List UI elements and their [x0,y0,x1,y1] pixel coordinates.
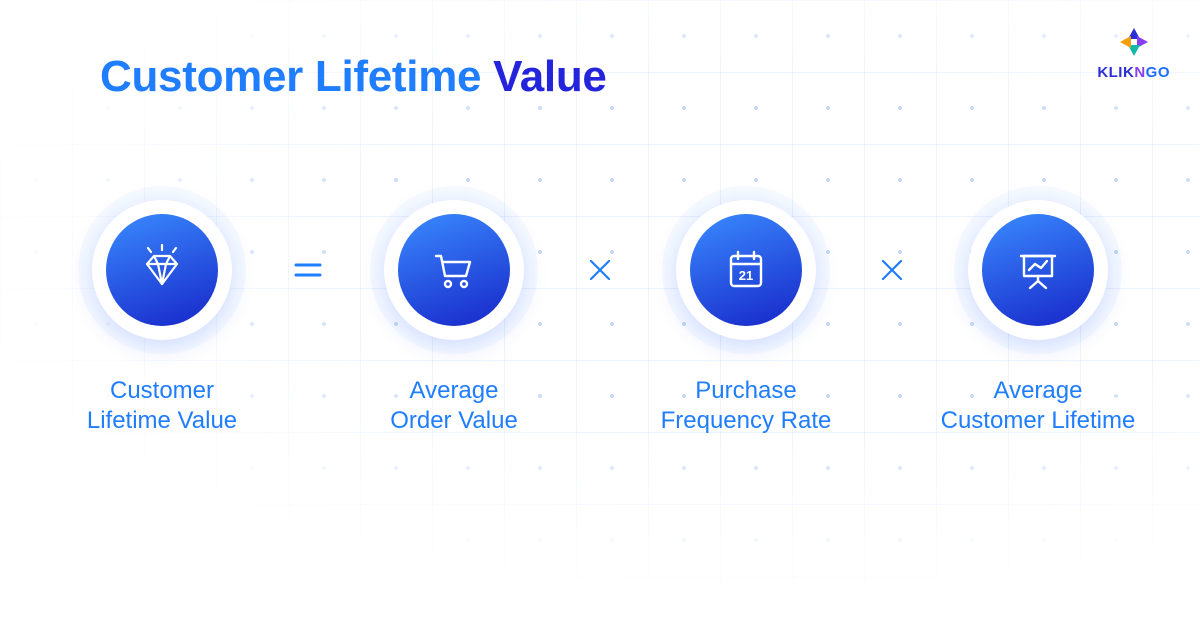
label-pfr: Purchase Frequency Rate [661,376,832,436]
label-clv: Customer Lifetime Value [87,376,237,436]
diamond-icon [134,242,190,298]
badge-aov [398,214,510,326]
operator-equals [288,200,328,340]
term-clv: Customer Lifetime Value [62,200,262,436]
brand-logo: KLIKNGO [1097,22,1170,81]
label-aov: Average Order Value [390,376,518,436]
badge-ring [384,200,524,340]
page-title: Customer Lifetime Value [100,52,607,102]
badge-ring [968,200,1108,340]
badge-clv [106,214,218,326]
term-acl: Average Customer Lifetime [938,200,1138,436]
calendar-number: 21 [739,268,753,283]
badge-ring [92,200,232,340]
multiply-icon [586,256,614,284]
cart-icon [426,242,482,298]
operator-times-1 [580,200,620,340]
label-acl: Average Customer Lifetime [941,376,1136,436]
presentation-chart-icon [1010,242,1066,298]
term-aov: Average Order Value [354,200,554,436]
title-part2: Value [493,52,606,101]
badge-pfr: 21 [690,214,802,326]
multiply-icon [878,256,906,284]
title-part1: Customer Lifetime [100,52,493,101]
operator-times-2 [872,200,912,340]
badge-ring: 21 [676,200,816,340]
logo-wordmark: KLIKNGO [1097,64,1170,81]
term-pfr: 21 Purchase Frequency Rate [646,200,846,436]
clv-formula: Customer Lifetime Value [0,200,1200,436]
badge-acl [982,214,1094,326]
calendar-icon: 21 [718,242,774,298]
logo-mark-icon [1112,22,1156,62]
equals-icon [292,254,324,286]
